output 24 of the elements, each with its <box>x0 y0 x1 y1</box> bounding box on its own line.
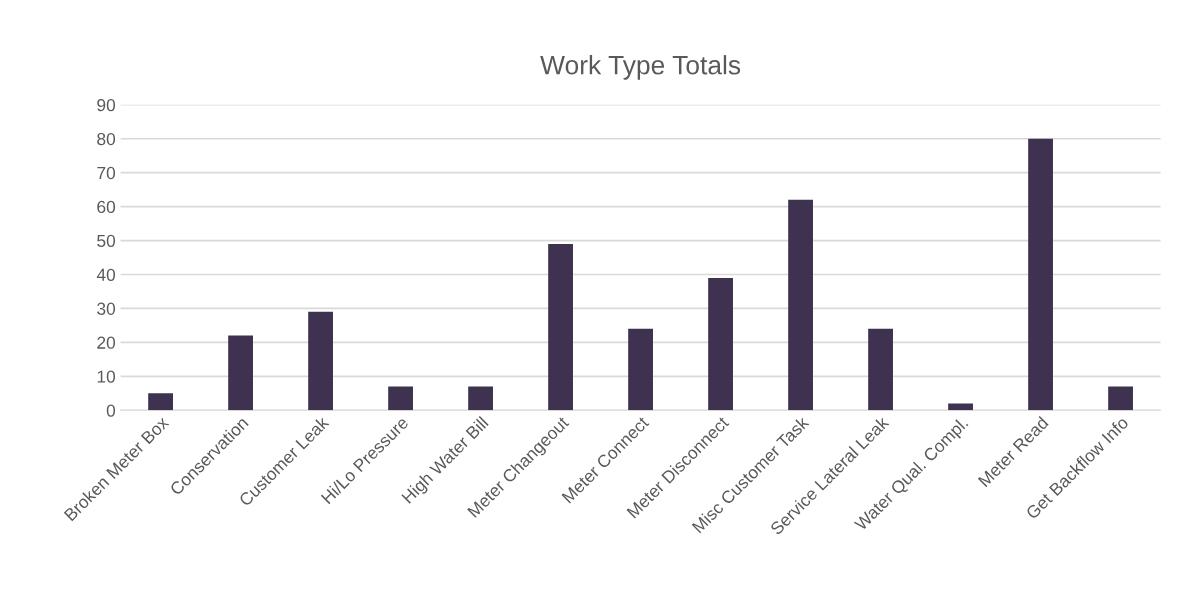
y-tick-label: 10 <box>97 370 116 383</box>
bar <box>228 335 253 411</box>
y-tick-label: 50 <box>97 234 116 248</box>
y-tick-label: 80 <box>97 132 116 146</box>
y-tick-label: 0 <box>106 404 116 417</box>
bar <box>628 328 653 411</box>
bar <box>788 199 813 411</box>
y-tick-label: 30 <box>97 302 116 315</box>
bar <box>308 311 333 411</box>
bar <box>1108 386 1133 411</box>
y-tick-label: 90 <box>97 98 116 112</box>
y-tick-label: 70 <box>97 166 116 180</box>
y-tick-label: 40 <box>96 268 116 281</box>
y-tick-label: 20 <box>97 336 116 349</box>
bar <box>708 277 733 411</box>
bar <box>468 386 493 411</box>
bar <box>148 393 173 411</box>
bar <box>868 328 893 411</box>
bar <box>948 403 973 411</box>
bar <box>1028 138 1053 411</box>
bar <box>388 386 413 411</box>
y-tick-label: 60 <box>97 200 116 214</box>
chart-title: Work Type Totals <box>540 55 741 80</box>
bar <box>548 243 573 411</box>
